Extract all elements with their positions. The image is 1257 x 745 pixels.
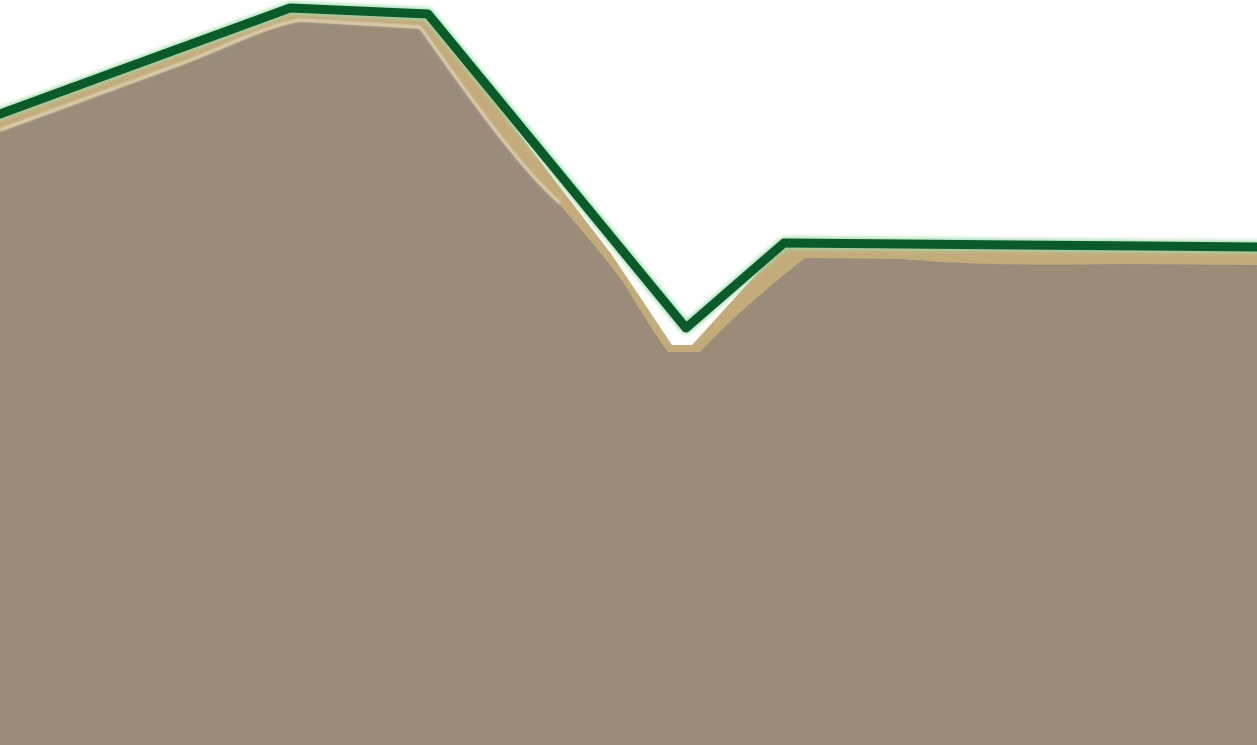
dirt-highlight [0,18,561,204]
dirt-ground [0,22,1257,745]
grass-edge [0,3,1257,333]
